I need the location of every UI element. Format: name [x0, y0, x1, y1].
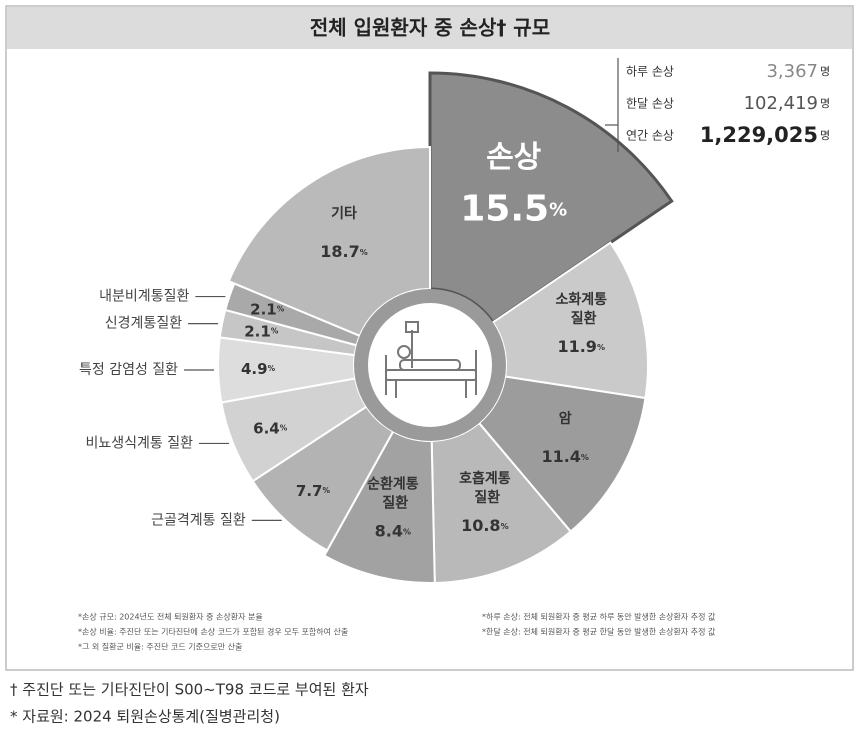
value-unit: %	[322, 486, 330, 495]
value-unit: %	[277, 304, 285, 313]
stats-label: 하루 손상	[626, 65, 674, 79]
stats-unit: 명	[820, 65, 830, 78]
value-number: 15.5	[460, 188, 549, 229]
value-unit: %	[501, 521, 509, 530]
category-label: 손상	[486, 140, 542, 175]
category-line: 호흡계통	[459, 470, 511, 487]
center-icon	[354, 289, 506, 441]
category-label: 기타	[331, 206, 357, 222]
value-unit: %	[403, 527, 411, 536]
source-note: * 자료원: 2024 퇴원손상통계(질병관리청)	[10, 708, 280, 726]
value-number: 4.9	[241, 360, 268, 378]
stats-value: 102,419	[744, 93, 818, 114]
category-line: 순환계통	[367, 475, 419, 492]
footnote: *한달 손상: 전체 퇴원환자 중 평균 한달 동안 발생한 손상환자 추정 값	[482, 627, 716, 637]
category-line: 질환	[566, 310, 597, 327]
value-number: 2.1	[244, 322, 271, 340]
category-label: 특정 감염성 질환	[79, 362, 178, 378]
value-unit: %	[360, 248, 368, 257]
chart-title: 전체 입원환자 중 손상† 규모	[310, 16, 550, 40]
category-line: 질환	[470, 489, 501, 506]
value-number: 7.7	[296, 482, 323, 500]
value-number: 2.1	[250, 300, 277, 318]
value-unit: %	[597, 342, 605, 351]
footnote: *하루 손상: 전체 퇴원환자 중 평균 하루 동안 발생한 손상환자 추정 값	[482, 612, 716, 622]
value-number: 6.4	[253, 419, 280, 437]
chart: 전체 입원환자 중 손상† 규모 손상 15.5% 소화계통 질환 11.9% 암 11.…	[0, 0, 859, 731]
footnote: *그 외 질환군 비율: 주진단 코드 기준으로만 산출	[78, 642, 242, 652]
category-label: 비뇨생식계통 질환	[86, 435, 194, 451]
page: 전체 입원환자 중 손상† 규모 손상 15.5% 소화계통 질환 11.9% 암 11.…	[0, 0, 859, 731]
stats-value: 3,367	[766, 61, 818, 82]
category-line: 질환	[378, 494, 409, 511]
category-label: 암	[559, 410, 572, 427]
category-label: 내분비계통질환	[99, 289, 189, 305]
source-note: † 주진단 또는 기타진단이 S00~T98 코드로 부여된 환자	[10, 681, 369, 699]
value-unit: %	[280, 424, 288, 433]
value-number: 10.8	[461, 515, 500, 534]
value-number: 11.9	[557, 336, 596, 355]
footnote: *손상 비율: 주진단 또는 기타진단에 손상 코드가 포함된 경우 모두 포함…	[78, 627, 348, 637]
value-unit: %	[581, 452, 589, 461]
value-unit: %	[268, 364, 276, 373]
stats-unit: 명	[820, 129, 830, 142]
value-unit: %	[271, 326, 279, 335]
stats-label: 한달 손상	[626, 97, 674, 111]
value-number: 18.7	[320, 242, 359, 261]
footnote: *손상 규모: 2024년도 전체 퇴원환자 중 손상환자 분율	[78, 612, 263, 622]
category-label: 신경계통질환	[105, 316, 182, 332]
value-number: 11.4	[541, 446, 580, 465]
stats-value: 1,229,025	[700, 123, 818, 147]
category-line: 소화계통	[555, 292, 607, 308]
category-label: 근골격계통 질환	[151, 512, 246, 528]
stats-label: 연간 손상	[626, 129, 674, 143]
value-unit: %	[549, 199, 567, 220]
value-number: 8.4	[375, 521, 403, 540]
stats-unit: 명	[820, 97, 830, 110]
